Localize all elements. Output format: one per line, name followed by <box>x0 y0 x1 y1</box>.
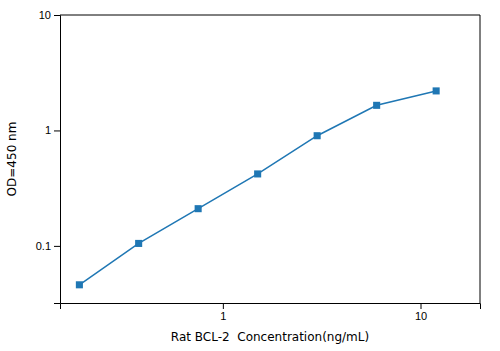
y-tick: 10 <box>39 9 60 21</box>
plot: 1 10 0.1 1 10 Rat BCL-2 Concentration(ng/mL) O… <box>5 9 481 344</box>
point <box>373 102 380 109</box>
x-axis-title: Rat BCL-2 Concentration(ng/mL) <box>171 330 369 344</box>
marks <box>76 87 440 288</box>
y-tick-mark <box>54 246 60 247</box>
y-axis-title: OD=450 nm <box>5 122 19 197</box>
point <box>254 170 261 177</box>
frame-right <box>480 15 481 303</box>
point <box>135 240 142 247</box>
point <box>433 87 440 94</box>
y-tick-mark <box>54 15 60 16</box>
point <box>76 281 83 288</box>
y-tick-label: 10 <box>39 9 51 21</box>
y-axis-line <box>54 16 61 304</box>
y-tick-mark <box>54 130 60 131</box>
y-tick: 1 <box>45 124 60 136</box>
point <box>314 132 321 139</box>
x-tick: 10 <box>415 303 427 322</box>
x-tick-mark <box>421 303 422 309</box>
chart: 1 10 0.1 1 10 Rat BCL-2 Concentration(ng/mL) O… <box>0 0 500 351</box>
x-tick-label: 1 <box>220 310 226 322</box>
point <box>195 205 202 212</box>
frame-top <box>60 15 480 16</box>
x-tick: 1 <box>220 303 226 322</box>
y-tick: 0.1 <box>36 240 60 252</box>
x-tick-mark <box>223 303 224 309</box>
x-tick-label: 10 <box>415 310 427 322</box>
y-tick-label: 1 <box>45 124 51 136</box>
line <box>79 91 436 285</box>
x-axis-line <box>61 304 481 310</box>
x-axis: 1 10 <box>61 303 481 322</box>
y-tick-label: 0.1 <box>36 240 51 252</box>
y-axis: 0.1 1 10 <box>36 9 61 303</box>
